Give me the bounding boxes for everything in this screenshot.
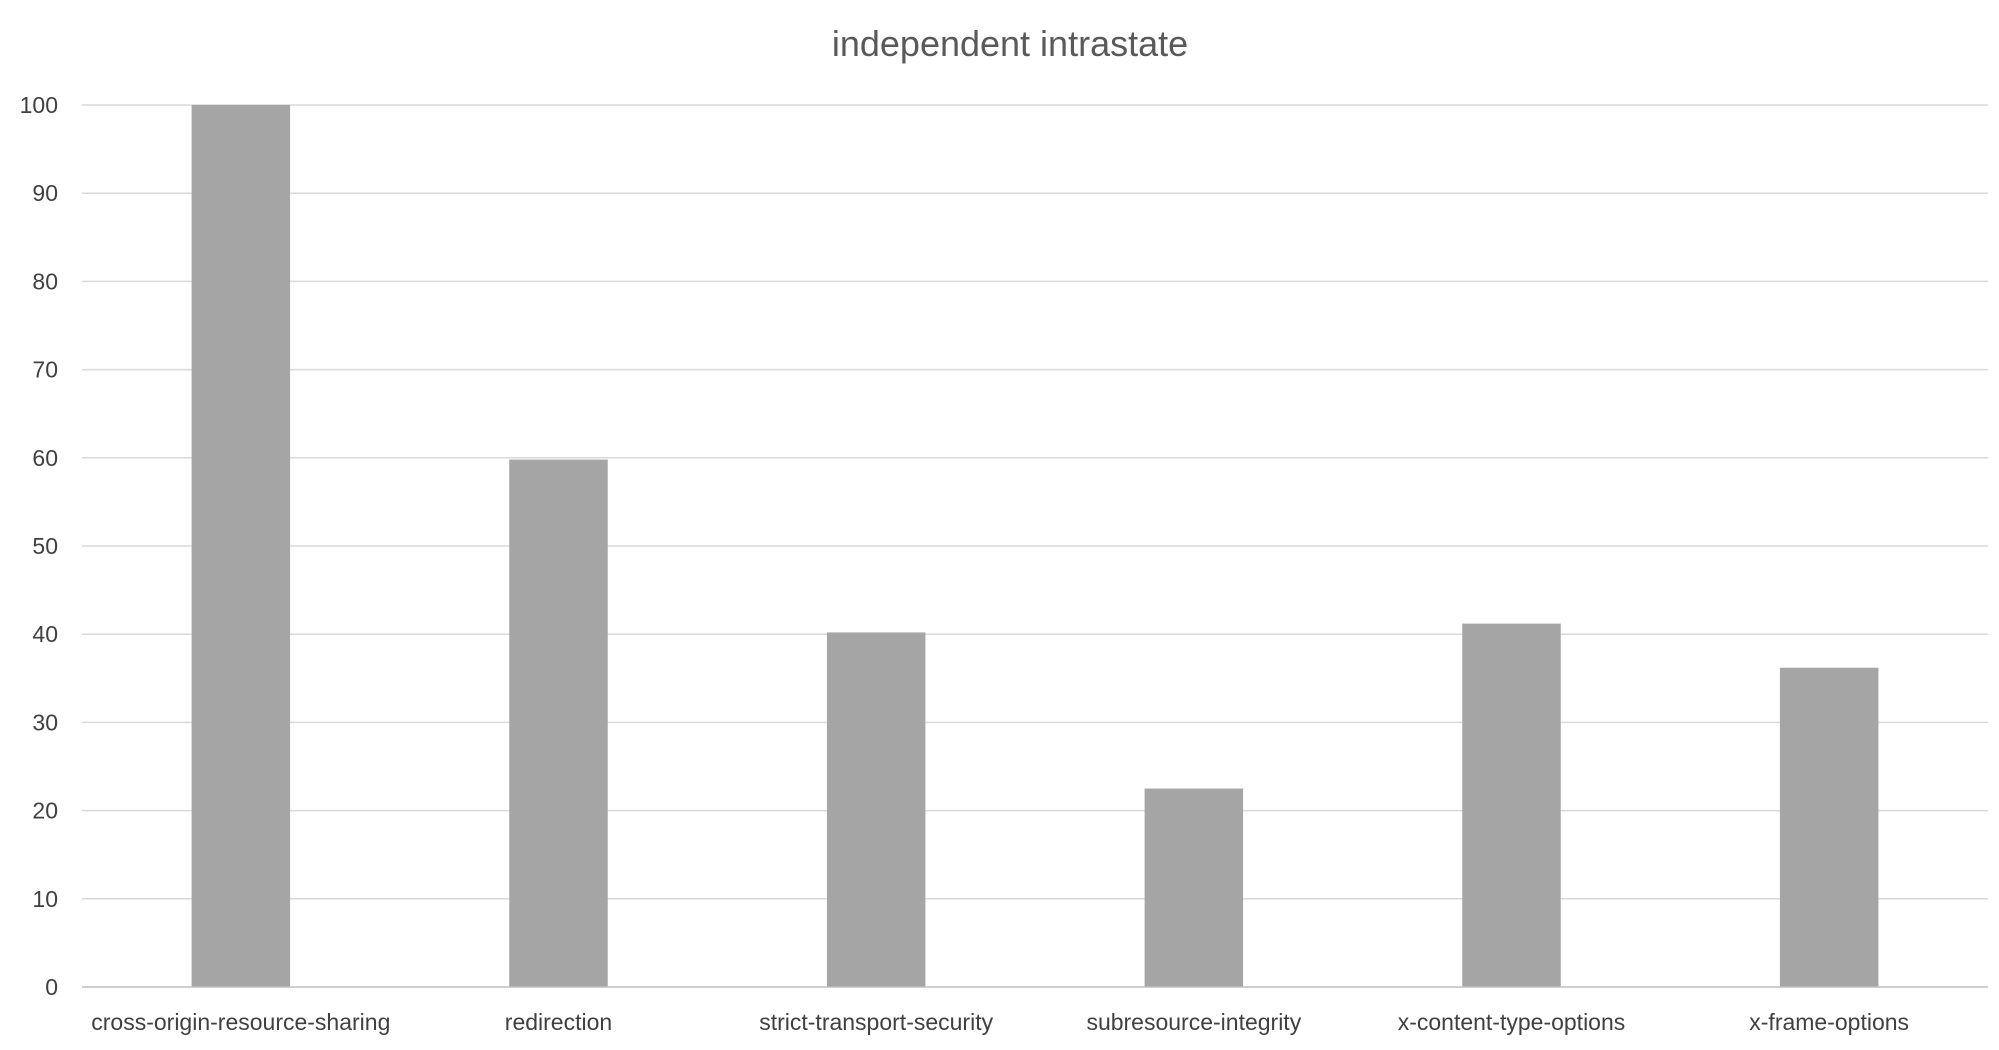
bar-redirection <box>509 459 608 988</box>
y-tick-label: 10 <box>32 886 58 912</box>
bar-strict-transport-security <box>826 632 926 987</box>
bar-cross-origin-resource-sharing <box>191 105 291 987</box>
x-category-label: strict-transport-security <box>759 1009 993 1035</box>
y-tick-label: 90 <box>32 180 58 206</box>
y-tick-label: 70 <box>32 357 58 383</box>
x-category-label: x-content-type-options <box>1398 1009 1626 1035</box>
bar-x-content-type-options <box>1462 623 1561 987</box>
y-tick-label: 50 <box>32 533 58 559</box>
x-category-label: redirection <box>505 1009 612 1035</box>
bar-subresource-integrity <box>1144 788 1244 987</box>
y-tick-label: 40 <box>32 621 58 647</box>
x-category-label: subresource-integrity <box>1086 1009 1301 1035</box>
x-category-label: x-frame-options <box>1749 1009 1909 1035</box>
x-axis-labels: cross-origin-resource-sharing redirection… <box>91 1009 1909 1035</box>
y-tick-label: 60 <box>32 445 58 471</box>
y-tick-label: 20 <box>32 798 58 824</box>
y-axis-ticks: 0 10 20 30 40 50 60 70 80 90 100 <box>20 92 58 1000</box>
y-tick-label: 100 <box>20 92 58 118</box>
y-tick-label: 0 <box>45 974 58 1000</box>
y-tick-label: 80 <box>32 268 58 294</box>
chart-title: independent intrastate <box>832 23 1188 64</box>
y-tick-label: 30 <box>32 709 58 735</box>
gridlines <box>82 104 1988 900</box>
bars <box>191 105 1879 988</box>
bar-x-frame-options <box>1779 667 1879 987</box>
x-category-label: cross-origin-resource-sharing <box>91 1009 390 1035</box>
